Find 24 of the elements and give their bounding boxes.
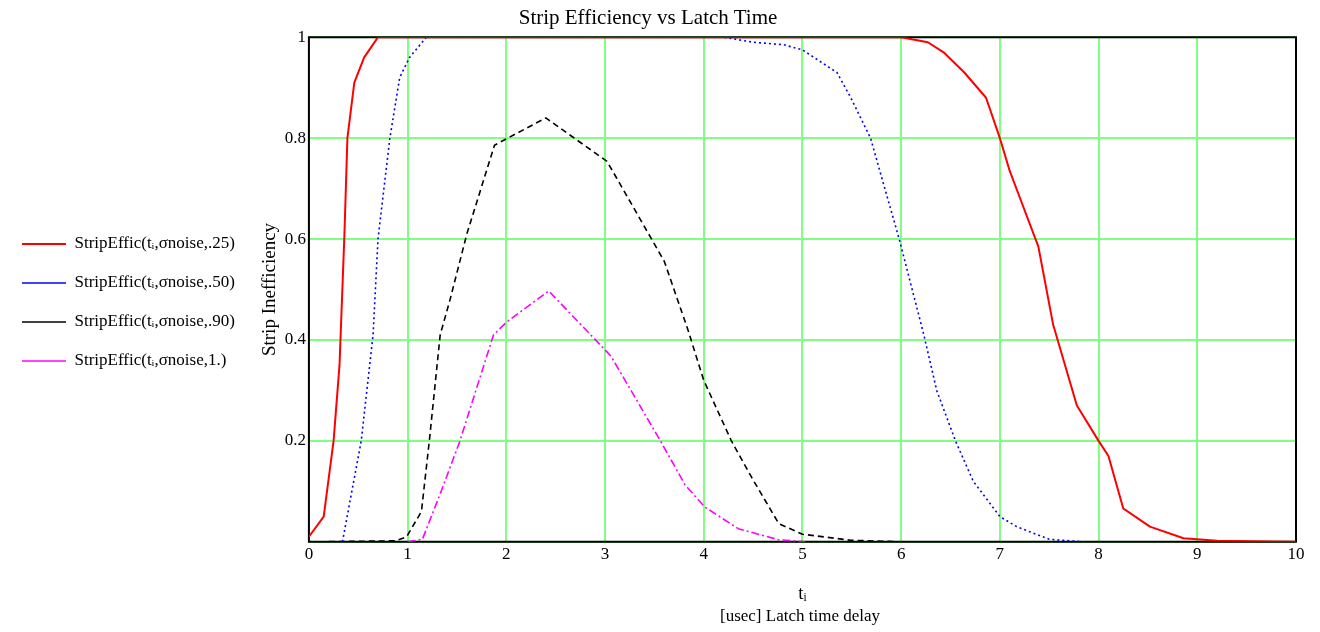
x-tick-label: 2 (502, 544, 511, 564)
x-tick-label: 9 (1193, 544, 1202, 564)
x-tick-label: 7 (995, 544, 1005, 564)
x-tick-label: 5 (798, 544, 807, 564)
y-tick-label: 0.6 (284, 228, 306, 248)
x-tick-label: 1 (403, 544, 412, 564)
y-tick-label: 0.4 (284, 329, 307, 349)
x-axis-title: tᵢ (798, 581, 807, 603)
x-tick-label: 4 (699, 544, 709, 564)
legend-label: StripEffic(tᵢ,σnoise,.50) (74, 272, 235, 292)
text: [usec] Latch time delay (719, 606, 881, 626)
legend-label: StripEffic(tᵢ,σnoise,1.) (74, 350, 227, 370)
y-tick-label: 0.2 (284, 430, 306, 450)
legend-label: StripEffic(tᵢ,σnoise,.90) (74, 311, 235, 331)
x-tick-label: 0 (304, 544, 314, 564)
y-tick-label: 1 (297, 26, 306, 46)
y-tick-label: 0.8 (284, 127, 306, 147)
y-axis-title: Strip Inefficiency (258, 222, 280, 357)
x-tick-label: 3 (600, 544, 610, 564)
chart-title: Strip Efficiency vs Latch Time (518, 5, 778, 30)
x-tick-label: 8 (1094, 544, 1103, 564)
x-tick-label: 10 (1287, 544, 1305, 564)
x-tick-label: 6 (896, 544, 906, 564)
legend-label: StripEffic(tᵢ,σnoise,.25) (74, 233, 235, 253)
